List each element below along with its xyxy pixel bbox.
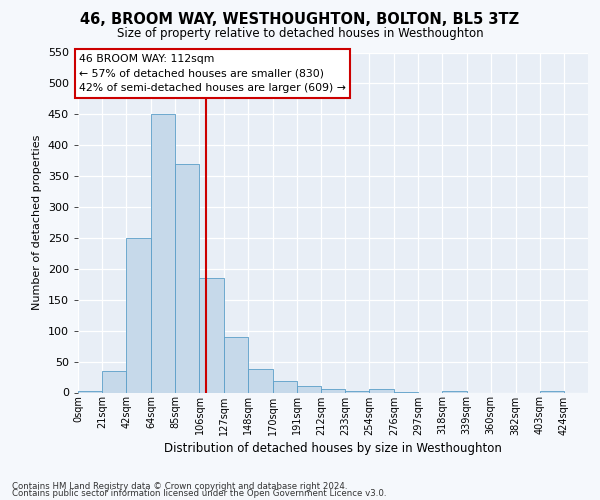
Text: 46 BROOM WAY: 112sqm
← 57% of detached houses are smaller (830)
42% of semi-deta: 46 BROOM WAY: 112sqm ← 57% of detached h… — [79, 54, 346, 94]
Text: Contains public sector information licensed under the Open Government Licence v3: Contains public sector information licen… — [12, 490, 386, 498]
Bar — [248, 369, 273, 392]
Bar — [369, 390, 394, 392]
Y-axis label: Number of detached properties: Number of detached properties — [32, 135, 42, 310]
X-axis label: Distribution of detached houses by size in Westhoughton: Distribution of detached houses by size … — [164, 442, 502, 454]
Text: Contains HM Land Registry data © Crown copyright and database right 2024.: Contains HM Land Registry data © Crown c… — [12, 482, 347, 491]
Bar — [126, 238, 151, 392]
Bar — [224, 337, 248, 392]
Bar — [102, 371, 126, 392]
Text: 46, BROOM WAY, WESTHOUGHTON, BOLTON, BL5 3TZ: 46, BROOM WAY, WESTHOUGHTON, BOLTON, BL5… — [80, 12, 520, 28]
Text: Size of property relative to detached houses in Westhoughton: Size of property relative to detached ho… — [116, 28, 484, 40]
Bar — [297, 386, 321, 392]
Bar — [321, 390, 345, 392]
Bar — [151, 114, 175, 392]
Bar — [175, 164, 199, 392]
Bar — [199, 278, 224, 392]
Bar — [273, 382, 297, 392]
